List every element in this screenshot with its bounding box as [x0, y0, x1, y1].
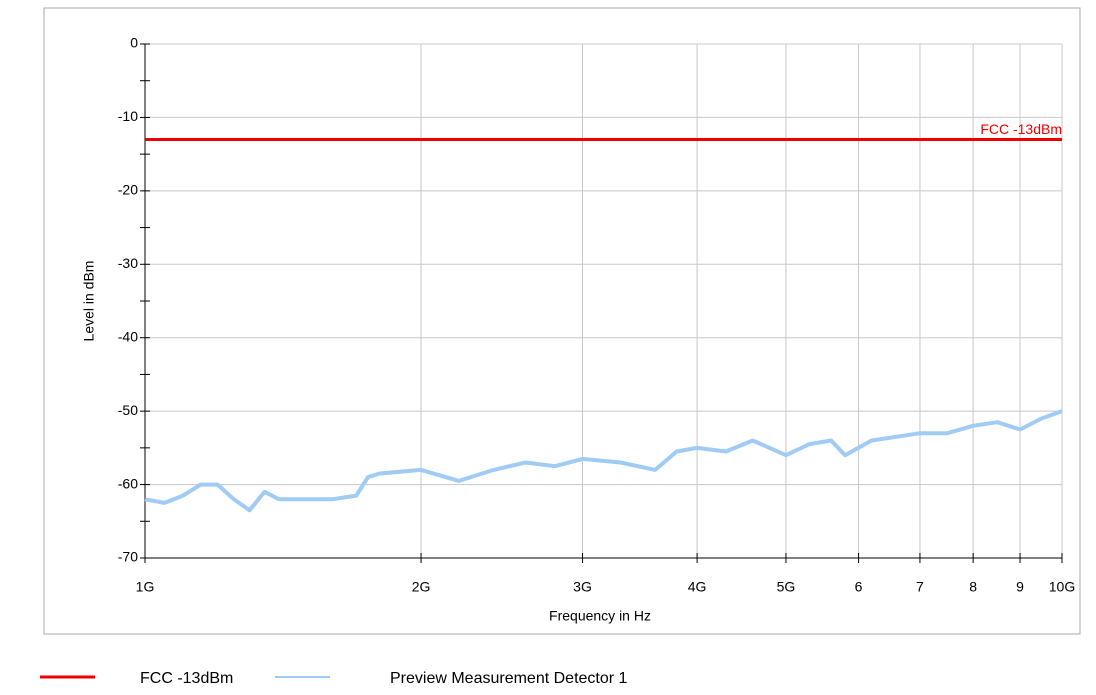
x-tick-label: 2G: [412, 579, 431, 595]
frame: [43, 7, 1081, 635]
y-tick-label: -40: [118, 328, 138, 344]
x-tick-label: 3G: [573, 579, 592, 595]
y-tick-label: -70: [118, 549, 138, 565]
y-tick-label: -20: [118, 182, 138, 198]
y-tick-label: -10: [118, 108, 138, 124]
y-tick-label: -60: [118, 475, 138, 491]
x-tick-label: 6: [855, 579, 863, 595]
legend-label: FCC -13dBm: [140, 670, 233, 687]
y-tick-label: 0: [130, 35, 138, 51]
series-line: [144, 409, 1063, 513]
x-tick-label: 1G: [136, 579, 155, 595]
y-tick-label: -30: [118, 255, 138, 271]
x-tick-label: 4G: [688, 579, 707, 595]
annotation: FCC -13dBm: [980, 121, 1062, 137]
x-tick-label: 7: [916, 579, 924, 595]
x-tick-label: 5G: [777, 579, 796, 595]
y-axis-label: Level in dBm: [81, 261, 97, 342]
x-tick-label: 10G: [1049, 579, 1075, 595]
y-tick-label: -50: [118, 402, 138, 418]
legend-label: Preview Measurement Detector 1: [390, 670, 628, 687]
x-tick-label: 8: [969, 579, 977, 595]
x-axis-label: Frequency in Hz: [549, 608, 651, 624]
x-tick-label: 9: [1016, 579, 1024, 595]
